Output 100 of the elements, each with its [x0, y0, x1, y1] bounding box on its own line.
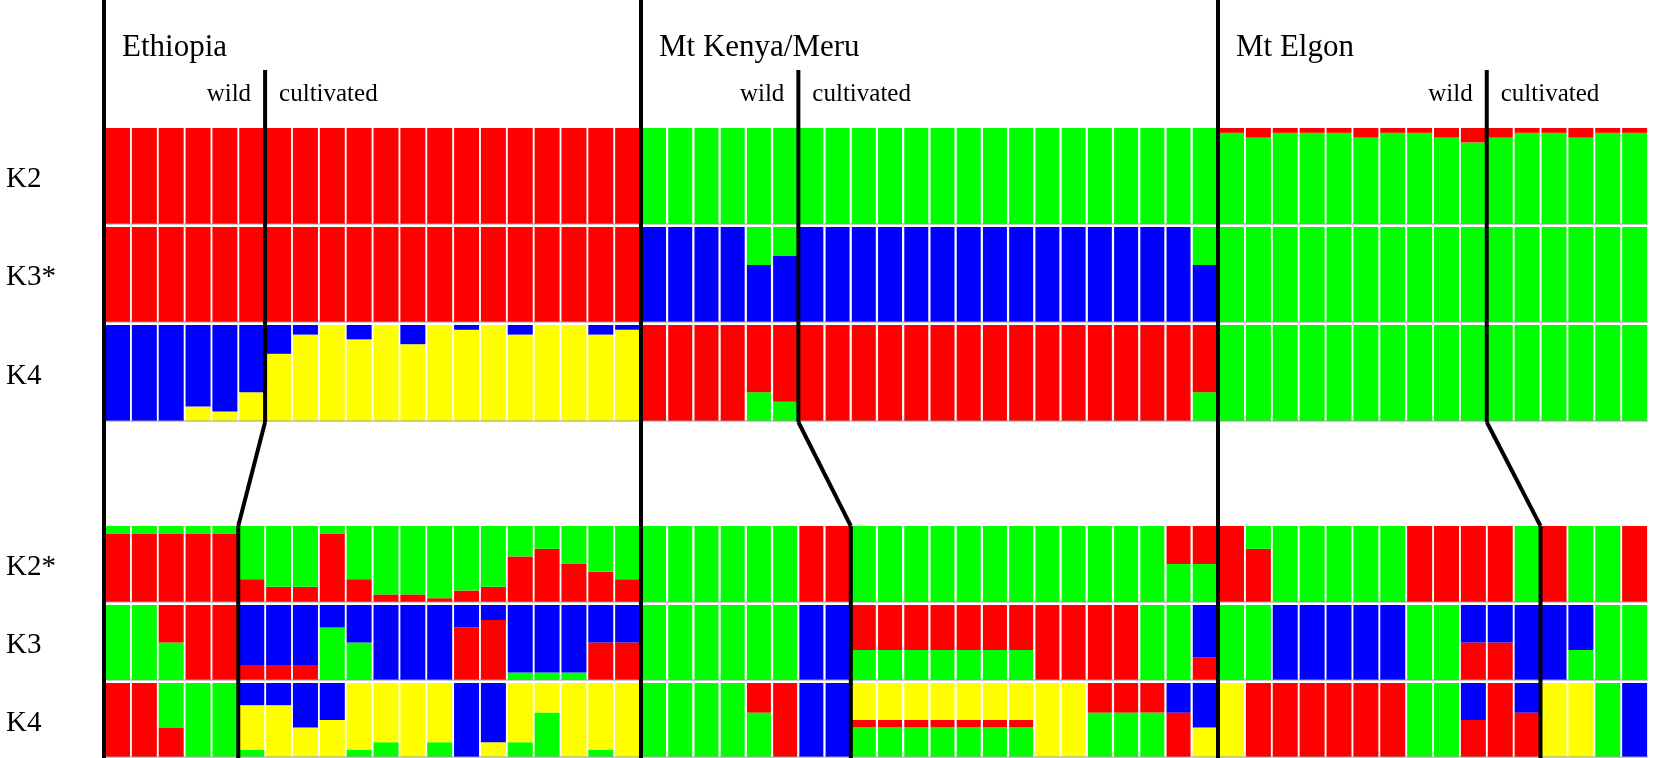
bar — [292, 526, 318, 587]
bar — [239, 325, 265, 393]
bar — [1192, 727, 1217, 757]
bar — [158, 533, 184, 602]
bar — [1192, 683, 1217, 728]
bar — [454, 329, 480, 421]
bar — [588, 571, 614, 602]
y-axis-title: K3 — [6, 627, 42, 659]
bar — [1595, 128, 1621, 133]
bar — [292, 586, 318, 602]
bar — [454, 325, 480, 330]
bar — [1434, 128, 1459, 138]
bar — [1622, 128, 1648, 133]
text: wild — [739, 79, 785, 106]
bar — [507, 526, 533, 557]
bar — [105, 325, 130, 421]
bar — [292, 605, 318, 665]
bar — [105, 526, 130, 534]
bar — [292, 727, 318, 757]
bar — [1380, 132, 1406, 224]
bar — [878, 683, 903, 720]
bar — [930, 727, 955, 757]
bar — [266, 665, 292, 680]
bar — [982, 720, 1007, 728]
bar — [158, 526, 184, 534]
text: wild — [206, 79, 252, 106]
bar — [956, 683, 981, 720]
bar — [588, 334, 614, 421]
bar — [507, 334, 533, 421]
text: wild — [1428, 79, 1474, 106]
bar — [746, 683, 771, 713]
bar — [292, 325, 318, 335]
bar — [825, 683, 850, 757]
text: cultivated — [1500, 79, 1600, 106]
bar — [454, 605, 480, 628]
bar — [105, 533, 130, 602]
bar — [319, 533, 345, 602]
y-axis-title: K3* — [6, 259, 56, 291]
bar — [480, 526, 506, 587]
bar — [799, 683, 824, 757]
bar — [158, 642, 184, 680]
bar — [319, 720, 345, 757]
bar — [427, 325, 453, 421]
bar — [507, 605, 533, 673]
bar — [1009, 683, 1034, 720]
bar — [346, 642, 372, 680]
bar — [720, 683, 745, 757]
bar — [1460, 142, 1486, 224]
bar — [239, 665, 265, 680]
bar — [1487, 128, 1513, 138]
bar — [956, 720, 981, 728]
bar — [346, 579, 372, 602]
bar — [1087, 712, 1112, 757]
bar — [851, 727, 876, 757]
bar — [1009, 727, 1034, 757]
bar — [1035, 683, 1060, 757]
bar — [346, 605, 372, 643]
bar — [1407, 132, 1433, 224]
bar — [1622, 132, 1648, 224]
bar — [1166, 683, 1191, 713]
bar — [878, 727, 903, 757]
bar — [480, 586, 506, 602]
y-axis-title: K2* — [6, 548, 56, 581]
bar — [588, 642, 614, 680]
chart-title: Ethiopia — [122, 28, 228, 63]
bar — [1514, 128, 1540, 133]
bar — [427, 742, 453, 757]
bar — [615, 325, 641, 330]
bar — [1140, 683, 1165, 713]
chart-title: Mt Kenya/Meru — [659, 28, 860, 63]
bar — [131, 683, 157, 757]
bar — [480, 620, 506, 680]
bar — [292, 665, 318, 680]
bar — [105, 605, 130, 680]
bar — [239, 683, 265, 706]
bar — [158, 683, 184, 728]
bar — [507, 683, 533, 743]
bar — [904, 727, 929, 757]
bar — [1487, 137, 1513, 224]
bar — [454, 683, 480, 757]
bar — [588, 325, 614, 335]
bar — [588, 605, 614, 643]
bar — [346, 526, 372, 580]
bar — [1272, 128, 1298, 133]
bar — [105, 683, 130, 757]
bar — [292, 334, 318, 421]
bar — [292, 683, 318, 728]
bar — [1061, 683, 1086, 757]
bar — [1299, 132, 1325, 224]
bar — [427, 683, 453, 743]
bar — [480, 742, 506, 757]
bar — [427, 526, 453, 599]
bar — [851, 683, 876, 720]
bar — [373, 742, 399, 757]
bar — [534, 712, 560, 757]
bar — [1299, 128, 1325, 133]
bar — [956, 727, 981, 757]
bar — [507, 742, 533, 757]
bar — [239, 605, 265, 665]
bar — [1114, 683, 1139, 713]
